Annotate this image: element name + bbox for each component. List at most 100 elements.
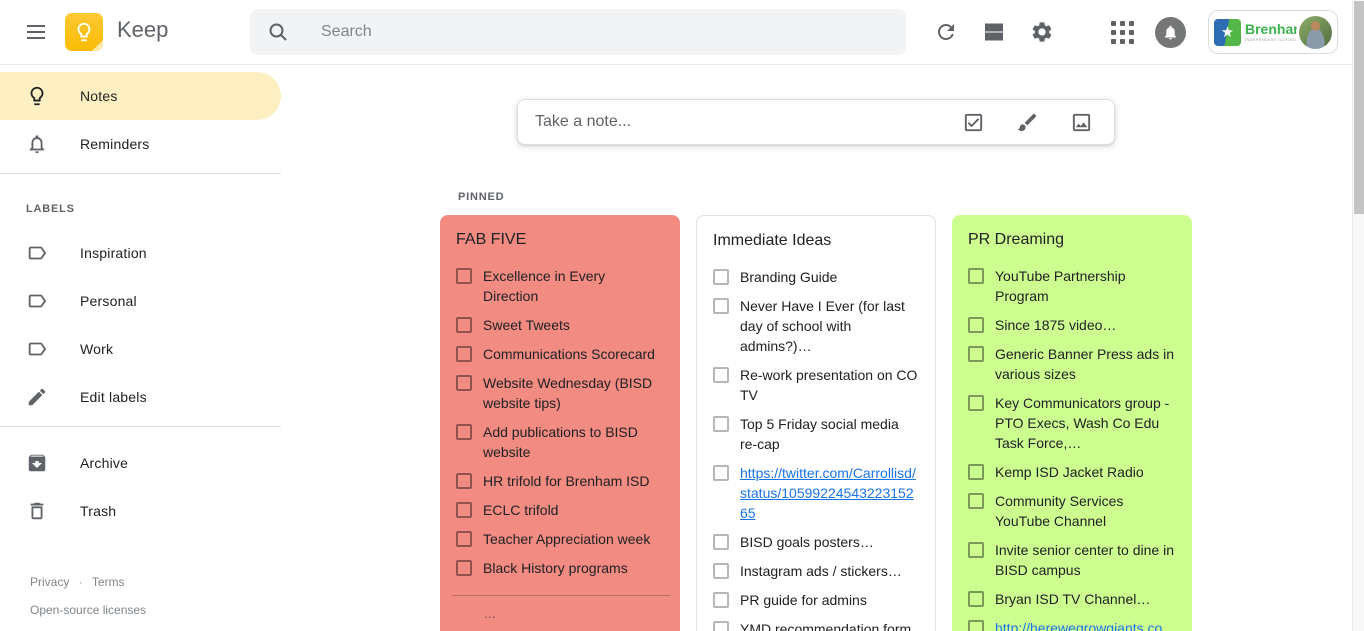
sidebar-item-label: Reminders — [80, 136, 150, 152]
org-name: Brenham — [1245, 22, 1297, 37]
item-checkbox[interactable] — [456, 346, 472, 362]
new-drawing-button[interactable] — [1016, 111, 1039, 134]
note-card-immediate-ideas[interactable]: Immediate Ideas Branding Guide Never Have … — [696, 215, 936, 631]
item-text: Black History programs — [483, 560, 628, 576]
sidebar-item-label: Notes — [80, 88, 118, 104]
new-list-button[interactable] — [962, 111, 985, 134]
item-text: Website Wednesday (BISD website tips) — [483, 375, 653, 411]
checklist-item: ECLC trifold — [456, 496, 664, 525]
scrollbar-track[interactable] — [1352, 0, 1364, 631]
sidebar-item-notes[interactable]: Notes — [0, 72, 281, 120]
pinned-notes: FAB FIVE Excellence in Every Direction Swe… — [440, 215, 1192, 631]
view-toggle-button[interactable] — [970, 8, 1018, 56]
item-checkbox[interactable] — [713, 621, 729, 631]
refresh-button[interactable] — [922, 8, 970, 56]
user-avatar[interactable] — [1299, 15, 1332, 49]
sidebar-item-archive[interactable]: Archive — [0, 439, 281, 487]
item-text: Generic Banner Press ads in various size… — [995, 346, 1174, 382]
new-image-note-button[interactable] — [1070, 111, 1093, 134]
item-link[interactable]: http://herewegrowgiants.co — [995, 620, 1163, 631]
note-title: Immediate Ideas — [713, 232, 832, 249]
item-text: BISD goals posters… — [740, 534, 874, 550]
google-apps-button[interactable] — [1098, 8, 1146, 56]
sidebar-item-trash[interactable]: Trash — [0, 487, 281, 535]
item-checkbox[interactable] — [968, 493, 984, 509]
item-text: Kemp ISD Jacket Radio — [995, 464, 1144, 480]
item-text: Excellence in Every Direction — [483, 268, 606, 304]
item-checkbox[interactable] — [713, 563, 729, 579]
item-checkbox[interactable] — [968, 346, 984, 362]
settings-button[interactable] — [1018, 8, 1066, 56]
search-icon — [266, 20, 290, 44]
item-link[interactable]: https://twitter.com/Carrollisd/status/10… — [740, 465, 916, 521]
divider — [0, 173, 281, 174]
checklist-item: Top 5 Friday social media re-cap — [713, 410, 919, 459]
item-checkbox[interactable] — [968, 317, 984, 333]
item-checkbox[interactable] — [713, 269, 729, 285]
sidebar-item-edit-labels[interactable]: Edit labels — [0, 373, 281, 421]
item-checkbox[interactable] — [456, 268, 472, 284]
item-checkbox[interactable] — [968, 268, 984, 284]
checklist-item: BISD goals posters… — [713, 528, 919, 557]
item-checkbox[interactable] — [713, 367, 729, 383]
item-checkbox[interactable] — [968, 591, 984, 607]
item-text: Communications Scorecard — [483, 346, 655, 362]
privacy-link[interactable]: Privacy — [30, 575, 70, 589]
refresh-icon — [934, 20, 958, 44]
item-text: YMD recommendation form — [740, 621, 912, 631]
item-checkbox[interactable] — [456, 473, 472, 489]
labels-heading: LABELS — [26, 203, 75, 215]
item-checkbox[interactable] — [713, 298, 729, 314]
scrollbar-thumb[interactable] — [1354, 1, 1364, 214]
main-menu-button[interactable] — [15, 11, 57, 53]
item-text: Add publications to BISD website — [483, 424, 638, 460]
item-checkbox[interactable] — [968, 620, 984, 631]
item-checkbox[interactable] — [456, 502, 472, 518]
divider — [452, 595, 670, 596]
item-checkbox[interactable] — [968, 464, 984, 480]
item-text: Sweet Tweets — [483, 317, 570, 333]
main-content: Take a note... PINNED FAB FIVE Excellence… — [281, 64, 1352, 631]
sidebar-footer: Privacy · Terms Open-source licenses — [30, 575, 146, 617]
new-note-input[interactable]: Take a note... — [517, 99, 1115, 145]
sidebar-item-reminders[interactable]: Reminders — [0, 120, 281, 168]
item-checkbox[interactable] — [713, 534, 729, 550]
search-input[interactable]: Search — [250, 9, 906, 55]
archive-icon — [25, 451, 49, 475]
item-checkbox[interactable] — [713, 592, 729, 608]
sidebar-item-work[interactable]: Work — [0, 325, 281, 373]
checklist-item: Community Services YouTube Channel — [968, 487, 1176, 536]
account-chip[interactable]: ★ Brenham INDEPENDENT SCHOOL DISTRICT — [1208, 10, 1338, 54]
settings-gear-icon — [1030, 20, 1054, 44]
item-checkbox[interactable] — [456, 560, 472, 576]
note-card-pr-dreaming[interactable]: PR Dreaming YouTube Partnership Program Si… — [952, 215, 1192, 631]
sidebar-item-label: Edit labels — [80, 389, 147, 405]
notifications-button[interactable] — [1146, 8, 1194, 56]
item-checkbox[interactable] — [456, 531, 472, 547]
checklist-item: Kemp ISD Jacket Radio — [968, 458, 1176, 487]
sidebar-item-label: Archive — [80, 455, 129, 471]
sidebar-item-label: Personal — [80, 293, 137, 309]
pencil-icon — [25, 385, 49, 409]
sidebar-item-label: Work — [80, 341, 114, 357]
item-text: Never Have I Ever (for last day of schoo… — [740, 298, 905, 354]
item-checkbox[interactable] — [968, 395, 984, 411]
sidebar-nav: Notes Reminders LABELS Inspiration Persona… — [0, 64, 281, 535]
sidebar-item-inspiration[interactable]: Inspiration — [0, 229, 281, 277]
item-checkbox[interactable] — [713, 465, 729, 481]
label-tag-icon — [25, 289, 49, 313]
item-text: HR trifold for Brenham ISD — [483, 473, 650, 489]
item-checkbox[interactable] — [713, 416, 729, 432]
checklist-item: Invite senior center to dine in BISD cam… — [968, 536, 1176, 585]
sidebar-item-personal[interactable]: Personal — [0, 277, 281, 325]
open-source-licenses-link[interactable]: Open-source licenses — [30, 603, 147, 617]
item-checkbox[interactable] — [456, 424, 472, 440]
terms-link[interactable]: Terms — [91, 575, 125, 589]
checklist-item: Since 1875 video… — [968, 311, 1176, 340]
checklist-item: https://twitter.com/Carrollisd/status/10… — [713, 459, 919, 528]
item-checkbox[interactable] — [456, 375, 472, 391]
item-checkbox[interactable] — [456, 317, 472, 333]
item-checkbox[interactable] — [968, 542, 984, 558]
note-card-fab-five[interactable]: FAB FIVE Excellence in Every Direction Swe… — [440, 215, 680, 631]
